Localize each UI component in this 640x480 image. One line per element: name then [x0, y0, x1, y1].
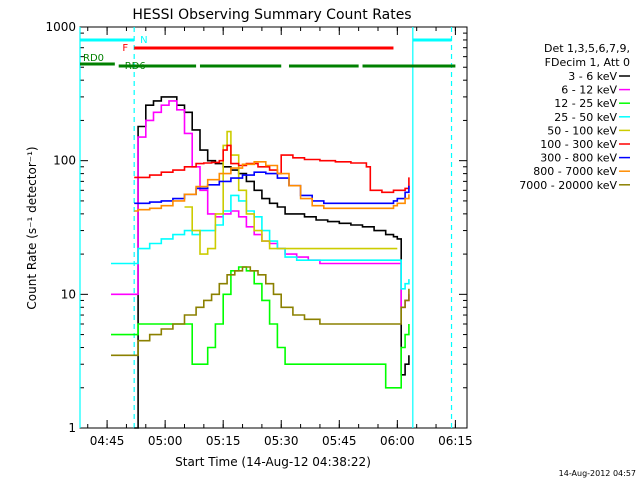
series-line-0 — [134, 96, 410, 429]
x-axis: 04:45 05:00 05:15 05:30 05:45 06:00 06:15 — [87, 27, 473, 448]
legend-label: 12 - 25 keV — [554, 97, 617, 110]
y-axis: 1 10 100 1000 — [45, 20, 467, 435]
series-layer — [111, 96, 410, 429]
legend-label: 300 - 800 keV — [540, 152, 617, 165]
legend-label: 3 - 6 keV — [568, 70, 617, 83]
state-label-n: N — [140, 35, 147, 46]
y-tick-label: 1 — [68, 421, 76, 435]
series-line-4 — [184, 130, 398, 255]
x-tick-label: 05:45 — [322, 434, 357, 448]
legend-header-line-2: FDecim 1, Att 0 — [545, 56, 630, 69]
x-axis-label: Start Time (14-Aug-12 04:38:22) — [175, 455, 371, 469]
state-bars: N F RD0 RD6 — [80, 35, 456, 72]
x-tick-label: 04:45 — [90, 434, 125, 448]
legend-label: 800 - 7000 keV — [533, 165, 617, 178]
state-label-rd6: RD6 — [125, 61, 146, 72]
footer-timestamp: 14-Aug-2012 04:57 — [559, 469, 636, 478]
series-line-8 — [111, 266, 410, 357]
legend-label: 25 - 50 keV — [554, 111, 617, 124]
legend-label: 50 - 100 keV — [547, 124, 617, 137]
vertical-markers — [79, 27, 453, 428]
y-axis-label: Count Rate (s⁻¹ detector⁻¹) — [25, 146, 39, 309]
chart-title: HESSI Observing Summary Count Rates — [132, 7, 411, 23]
legend-header-line-1: Det 1,3,5,6,7,9, — [544, 42, 630, 55]
state-label-f: F — [122, 43, 128, 54]
series-line-6 — [134, 171, 410, 205]
series-line-7 — [134, 161, 410, 212]
x-tick-label: 05:15 — [206, 434, 241, 448]
y-tick-label: 10 — [61, 287, 76, 301]
legend-label: 100 - 300 keV — [540, 138, 617, 151]
x-tick-label: 06:15 — [438, 434, 473, 448]
x-tick-label: 06:00 — [380, 434, 415, 448]
y-tick-label: 100 — [53, 154, 76, 168]
x-tick-label: 05:00 — [148, 434, 183, 448]
state-label-rd0: RD0 — [83, 53, 104, 64]
series-line-5 — [134, 144, 410, 194]
series-line-1 — [111, 100, 410, 309]
legend-label: 6 - 12 keV — [561, 84, 617, 97]
y-tick-label: 1000 — [45, 20, 76, 34]
series-line-2 — [111, 266, 410, 389]
x-tick-label: 05:30 — [264, 434, 299, 448]
legend-label: 7000 - 20000 keV — [519, 179, 617, 192]
